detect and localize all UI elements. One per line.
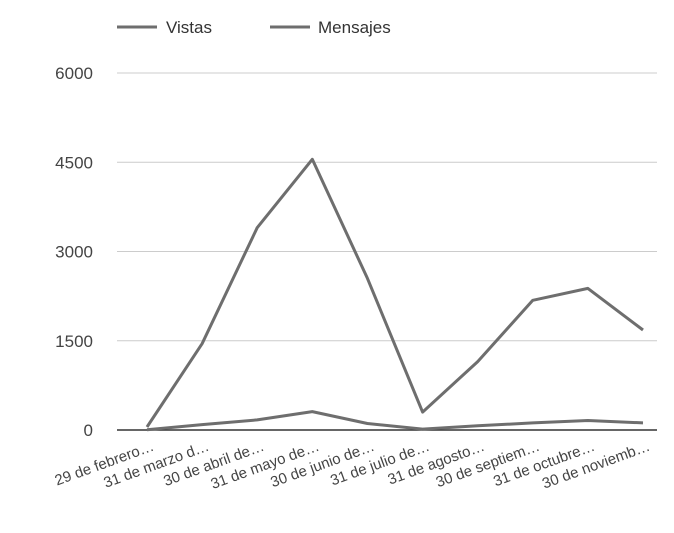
series-lines (145, 157, 644, 432)
y-tick-label: 1500 (55, 332, 93, 351)
y-tick-label: 3000 (55, 243, 93, 262)
legend: Vistas Mensajes (117, 18, 391, 37)
gridlines (117, 72, 657, 431)
y-tick-label: 0 (84, 421, 93, 440)
series-line-mensajes[interactable] (146, 410, 644, 432)
series-line-vistas[interactable] (145, 157, 644, 428)
legend-label-mensajes[interactable]: Mensajes (318, 18, 391, 37)
y-tick-label: 4500 (55, 153, 93, 172)
y-tick-label: 6000 (55, 64, 93, 83)
x-axis-ticks: 29 de febrero…31 de marzo d…30 de abril … (53, 438, 653, 493)
y-axis-ticks: 0 1500 3000 4500 6000 (55, 64, 93, 440)
legend-label-vistas[interactable]: Vistas (166, 18, 212, 37)
